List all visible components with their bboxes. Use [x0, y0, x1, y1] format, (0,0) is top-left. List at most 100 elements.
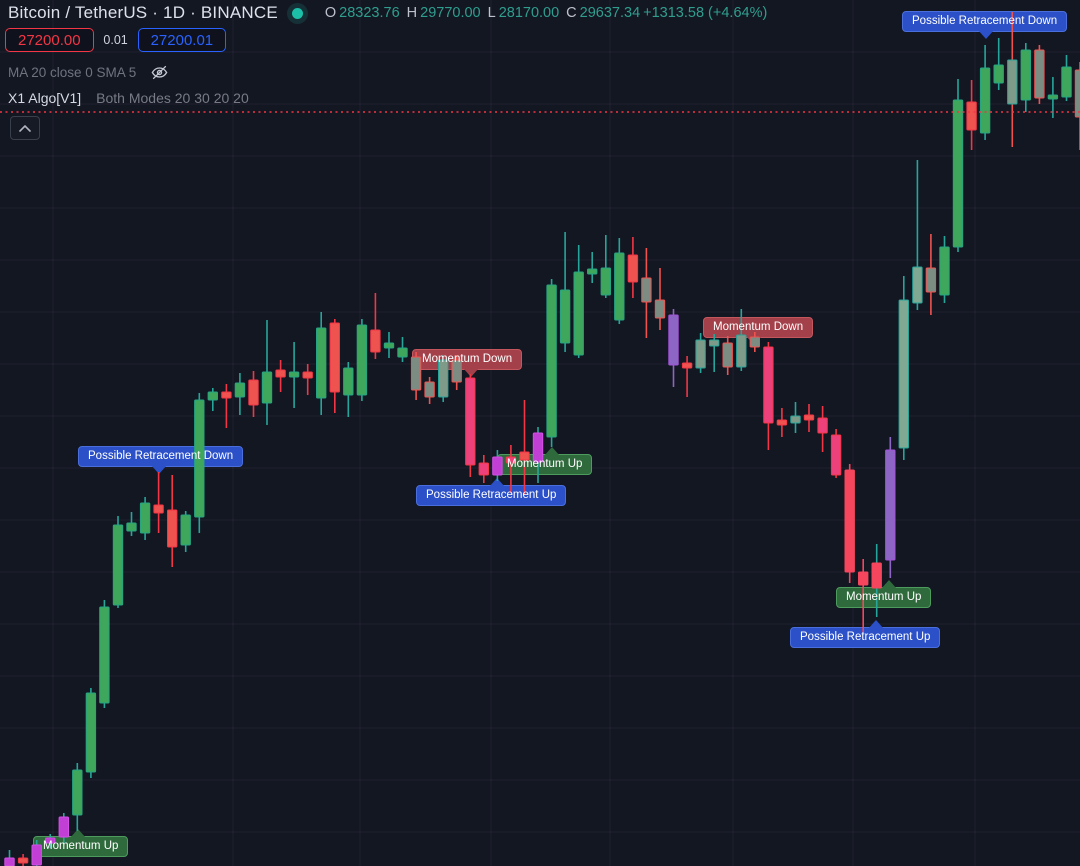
- candle: [356, 319, 368, 401]
- candle: [85, 688, 97, 778]
- chart-label-possible-retracement-up: Possible Retracement Up: [416, 478, 567, 506]
- chart-label-momentum-up: Momentum Up: [507, 458, 583, 470]
- candle: [207, 388, 219, 411]
- candle: [316, 312, 327, 415]
- low-label: L: [487, 5, 496, 21]
- candle: [153, 472, 164, 533]
- candle: [722, 336, 733, 375]
- candle: [302, 364, 313, 395]
- buy-price-button[interactable]: 27200.01: [137, 28, 227, 52]
- algo-params: Both Modes 20 30 20 20: [96, 90, 249, 106]
- candle: [17, 854, 29, 866]
- candle: [1034, 45, 1045, 104]
- chart-label-possible-retracement-up: Possible Retracement Up: [800, 631, 931, 643]
- low-value: 28170.00: [498, 5, 560, 21]
- candle: [979, 45, 991, 140]
- chart-label-momentum-down: Momentum Down: [713, 321, 804, 333]
- order-entry-panel: 27200.00 0.01 27200.01: [5, 28, 227, 52]
- chart-label-possible-retracement-down: Possible Retracement Down: [902, 11, 1068, 39]
- label-tail-up: [881, 580, 897, 589]
- candle: [72, 763, 83, 831]
- candle: [966, 80, 977, 150]
- candle: [329, 319, 341, 413]
- candle: [668, 309, 679, 387]
- collapse-panel-button[interactable]: [10, 116, 40, 140]
- change-value: +1313.58 (+4.64%): [643, 5, 768, 21]
- candle: [587, 252, 598, 283]
- candle: [45, 834, 56, 848]
- candle: [898, 276, 909, 460]
- market-status-dot: [291, 7, 303, 19]
- algo-title: X1 Algo[V1]: [8, 90, 82, 106]
- candle: [194, 393, 205, 533]
- label-tail-up: [868, 620, 884, 629]
- candle: [559, 232, 571, 352]
- label-tail-up: [489, 478, 505, 487]
- candle: [776, 408, 788, 437]
- candle: [4, 850, 15, 866]
- spread-value: 0.01: [103, 33, 128, 47]
- label-tail-up: [544, 447, 560, 456]
- candle: [830, 429, 842, 478]
- algo-indicator-legend[interactable]: X1 Algo[V1] Both Modes 20 30 20 20: [8, 90, 249, 106]
- candle: [1020, 43, 1031, 112]
- candle: [993, 38, 1004, 90]
- label-tail-up: [70, 829, 86, 838]
- candle: [1047, 77, 1059, 118]
- candle: [709, 334, 720, 372]
- candle: [817, 406, 828, 452]
- candle: [736, 309, 747, 371]
- candle: [573, 245, 584, 358]
- candle: [844, 464, 855, 583]
- sell-price-button[interactable]: 27200.00: [5, 28, 94, 52]
- candle: [234, 373, 246, 415]
- candle: [532, 427, 544, 483]
- candle: [614, 238, 625, 324]
- candle: [139, 497, 151, 540]
- candle: [261, 320, 273, 425]
- candle: [424, 377, 435, 404]
- chart-label-possible-retracement-up: Possible Retracement Up: [790, 620, 941, 648]
- close-value: 29637.34: [579, 5, 641, 21]
- candle: [275, 360, 286, 392]
- candle: [167, 475, 178, 567]
- chevron-up-icon: [19, 124, 31, 132]
- ma-indicator-legend[interactable]: MA 20 close 0 SMA 5: [8, 63, 169, 82]
- candle: [912, 160, 923, 310]
- symbol-title[interactable]: Bitcoin / TetherUS · 1D · BINANCE: [8, 3, 278, 22]
- candle: [858, 559, 869, 633]
- candle: [221, 384, 232, 428]
- candle: [546, 279, 557, 447]
- candle: [99, 600, 110, 708]
- candle: [790, 402, 801, 433]
- candle: [641, 248, 652, 338]
- chart-label-possible-retracement-up: Possible Retracement Up: [426, 489, 557, 501]
- candle: [505, 445, 517, 493]
- candle: [492, 450, 503, 481]
- candle: [126, 512, 137, 536]
- candle: [112, 516, 124, 608]
- candle: [1007, 12, 1018, 147]
- candle: [681, 356, 693, 397]
- candle: [871, 544, 882, 617]
- candle: [465, 374, 476, 477]
- chart-label-possible-retracement-down: Possible Retracement Down: [912, 15, 1058, 27]
- candle: [925, 234, 937, 315]
- candle: [397, 337, 408, 362]
- candle: [1074, 62, 1080, 150]
- chart-label-momentum-down: Momentum Down: [422, 353, 513, 365]
- candle: [58, 813, 69, 843]
- candle: [248, 371, 259, 417]
- candle: [370, 293, 381, 359]
- label-tail-down: [978, 30, 994, 39]
- candle: [451, 355, 462, 390]
- high-label: H: [406, 5, 418, 21]
- candle: [749, 332, 760, 352]
- eye-off-icon[interactable]: [150, 63, 169, 82]
- candle: [180, 511, 191, 552]
- candle: [383, 332, 395, 358]
- chart-label-momentum-up: Momentum Up: [836, 580, 932, 608]
- candle: [654, 268, 666, 330]
